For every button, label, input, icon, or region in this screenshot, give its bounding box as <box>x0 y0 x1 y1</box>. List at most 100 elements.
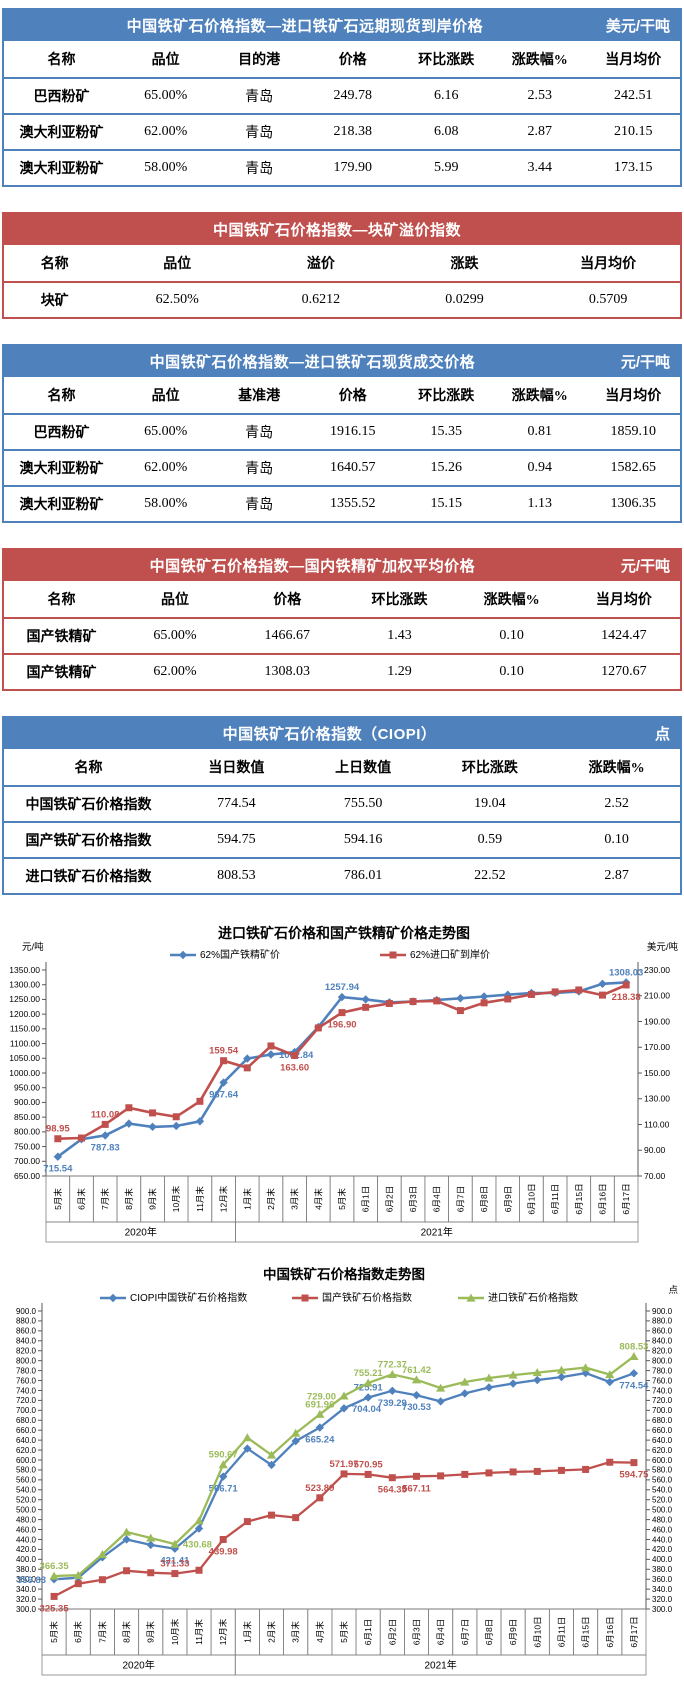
value-cell: 0.59 <box>477 832 503 847</box>
value-cell: 青岛 <box>245 126 274 141</box>
left-tick-label: 680.0 <box>16 1416 37 1425</box>
category-label: 3月末 <box>290 1188 300 1210</box>
right-tick-label: 380.0 <box>652 1565 673 1574</box>
triangle-marker <box>581 1363 591 1372</box>
value-cell: 青岛 <box>245 426 274 441</box>
left-tick-label: 850.00 <box>14 1112 40 1122</box>
column-header: 上日数值 <box>335 761 392 776</box>
right-tick-label: 800.0 <box>652 1356 673 1365</box>
left-tick-label: 1300.00 <box>9 980 40 990</box>
table-row: 澳大利亚粉矿 58.00% 青岛 1355.52 15.15 1.13 1306.35 <box>4 486 680 521</box>
right-tick-label: 560.0 <box>652 1476 673 1485</box>
triangle-marker <box>605 1370 615 1379</box>
table-row: 国产铁精矿 62.00% 1308.03 1.29 0.10 1270.67 <box>4 654 680 689</box>
right-tick-label: 460.0 <box>652 1525 673 1534</box>
square-marker <box>123 1567 131 1575</box>
category-label: 7月末 <box>100 1188 110 1210</box>
column-header: 溢价 <box>306 257 335 272</box>
diamond-marker <box>146 1540 155 1550</box>
diamond-marker <box>363 1393 373 1402</box>
left-tick-label: 300.0 <box>16 1605 37 1614</box>
value-cell: 1355.52 <box>329 496 376 511</box>
table-title-bar: 中国铁矿石价格指数—进口铁矿石远期现货到岸价格 美元/干吨 <box>4 10 680 41</box>
square-marker <box>316 1494 324 1502</box>
data-label: 755.21 <box>354 1368 384 1379</box>
square-marker <box>50 1592 58 1600</box>
category-label: 12月末 <box>219 1185 229 1212</box>
diamond-marker <box>266 1050 276 1059</box>
value-cell: 179.90 <box>333 160 372 175</box>
table-header-row: 名称 品位 目的港 价格 环比涨跌 涨跌幅% 当月均价 <box>4 41 680 78</box>
chart-title: 中国铁矿石价格指数走势图 <box>263 1266 425 1282</box>
table-title: 中国铁矿石价格指数—块矿溢价指数 <box>212 222 461 239</box>
table-header-row: 名称 当日数值 上日数值 环比涨跌 涨跌幅% <box>4 749 680 786</box>
triangle-marker <box>146 1533 156 1542</box>
data-label: 691.96 <box>305 1399 334 1410</box>
table-title: 中国铁矿石价格指数—进口铁矿石现货成交价格 <box>149 354 476 371</box>
value-cell: 1640.57 <box>329 460 376 475</box>
right-tick-label: 640.0 <box>652 1436 673 1445</box>
value-cell: 0.6212 <box>301 292 341 307</box>
right-tick-label: 660.0 <box>652 1426 673 1435</box>
column-header: 名称 <box>47 53 76 68</box>
square-marker <box>268 1511 276 1519</box>
legend-label: CIOPI中国铁矿石价格指数 <box>130 1291 247 1304</box>
row-name-cell: 块矿 <box>40 294 69 309</box>
data-label: 98.95 <box>46 1124 70 1135</box>
category-label: 6月9日 <box>503 1186 513 1212</box>
value-cell: 62.00% <box>144 124 188 139</box>
triangle-marker <box>315 1409 325 1418</box>
category-label: 6月7日 <box>455 1186 465 1212</box>
right-tick-label: 210.00 <box>644 991 670 1001</box>
triangle-marker <box>436 1383 446 1392</box>
series-62%进口矿到岸价: 98.95 110.08 159.54 163.60 196.90 218.38 <box>46 981 641 1143</box>
left-tick-label: 440.0 <box>16 1535 37 1544</box>
right-tick-label: 190.00 <box>644 1016 670 1026</box>
category-label: 6月10日 <box>526 1183 536 1214</box>
row-name-cell: 澳大利亚粉矿 <box>19 462 104 477</box>
square-marker <box>480 999 488 1007</box>
category-label: 6月8日 <box>484 1619 494 1645</box>
left-tick-label: 580.0 <box>16 1466 37 1475</box>
row-name-cell: 澳大利亚粉矿 <box>19 162 104 177</box>
left-tick-label: 880.0 <box>16 1317 37 1326</box>
right-tick-label: 780.0 <box>652 1366 673 1375</box>
domestic-concentrate-price-table: 中国铁矿石价格指数—国内铁精矿加权平均价格 元/干吨 名称 品位 价格 环比涨跌 涨跌幅% 当… <box>2 548 682 691</box>
right-axis-unit: 美元/吨 <box>647 941 679 953</box>
value-cell: 15.35 <box>430 424 462 439</box>
column-header: 涨跌 <box>450 257 479 272</box>
value-cell: 0.10 <box>499 664 524 679</box>
triangle-marker <box>291 1428 301 1437</box>
category-label: 6月9日 <box>508 1619 518 1645</box>
triangle-marker <box>73 1570 83 1579</box>
value-cell: 1.29 <box>387 664 412 679</box>
square-marker <box>195 1566 203 1574</box>
diamond-marker <box>388 1386 397 1396</box>
right-tick-label: 860.0 <box>652 1327 673 1336</box>
category-label: 6月3日 <box>411 1619 421 1645</box>
left-tick-label: 520.0 <box>16 1496 37 1505</box>
value-cell: 65.00% <box>153 628 197 643</box>
value-cell: 22.52 <box>474 868 506 883</box>
column-header: 环比涨跌 <box>461 761 518 776</box>
value-cell: 1424.47 <box>601 628 647 643</box>
column-header: 品位 <box>151 53 180 68</box>
value-cell: 6.16 <box>433 88 459 103</box>
table-row: 进口铁矿石价格指数 808.53 786.01 22.52 2.87 <box>4 858 680 893</box>
category-label: 4月末 <box>313 1188 323 1210</box>
diamond-marker <box>148 1122 157 1132</box>
right-tick-label: 300.0 <box>652 1605 673 1614</box>
right-tick-label: 540.0 <box>652 1486 673 1495</box>
right-tick-label: 420.0 <box>652 1545 673 1554</box>
value-cell: 594.16 <box>343 832 383 847</box>
square-marker <box>219 1535 227 1543</box>
right-tick-label: 170.00 <box>644 1042 670 1052</box>
table-header-row: 名称 品位 价格 环比涨跌 涨跌幅% 当月均价 <box>4 581 680 618</box>
diamond-marker <box>124 1119 134 1128</box>
data-label: 371.33 <box>160 1559 189 1570</box>
left-tick-label: 500.0 <box>16 1505 37 1514</box>
value-cell: 1859.10 <box>610 424 656 439</box>
column-header: 品位 <box>161 593 190 608</box>
